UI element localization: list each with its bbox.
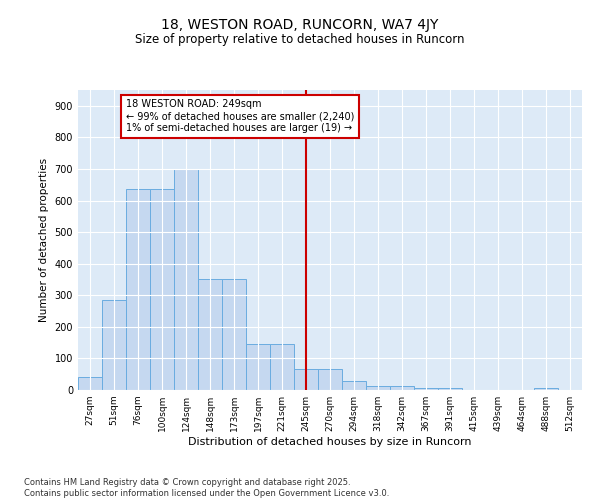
X-axis label: Distribution of detached houses by size in Runcorn: Distribution of detached houses by size … <box>188 437 472 447</box>
Bar <box>342 380 366 390</box>
Bar <box>390 386 414 390</box>
Text: 18 WESTON ROAD: 249sqm
← 99% of detached houses are smaller (2,240)
1% of semi-d: 18 WESTON ROAD: 249sqm ← 99% of detached… <box>126 100 355 132</box>
Bar <box>78 376 102 390</box>
Text: Contains HM Land Registry data © Crown copyright and database right 2025.
Contai: Contains HM Land Registry data © Crown c… <box>24 478 389 498</box>
Bar <box>246 344 270 390</box>
Bar <box>222 280 246 390</box>
Bar <box>126 190 150 390</box>
Bar <box>366 386 390 390</box>
Bar <box>294 370 318 390</box>
Bar <box>534 388 558 390</box>
Bar <box>102 300 126 390</box>
Bar <box>414 388 438 390</box>
Text: 18, WESTON ROAD, RUNCORN, WA7 4JY: 18, WESTON ROAD, RUNCORN, WA7 4JY <box>161 18 439 32</box>
Y-axis label: Number of detached properties: Number of detached properties <box>39 158 49 322</box>
Bar <box>198 280 222 390</box>
Bar <box>150 190 174 390</box>
Bar <box>318 370 342 390</box>
Bar <box>438 388 462 390</box>
Text: Size of property relative to detached houses in Runcorn: Size of property relative to detached ho… <box>135 32 465 46</box>
Bar <box>174 169 198 390</box>
Bar <box>270 344 294 390</box>
